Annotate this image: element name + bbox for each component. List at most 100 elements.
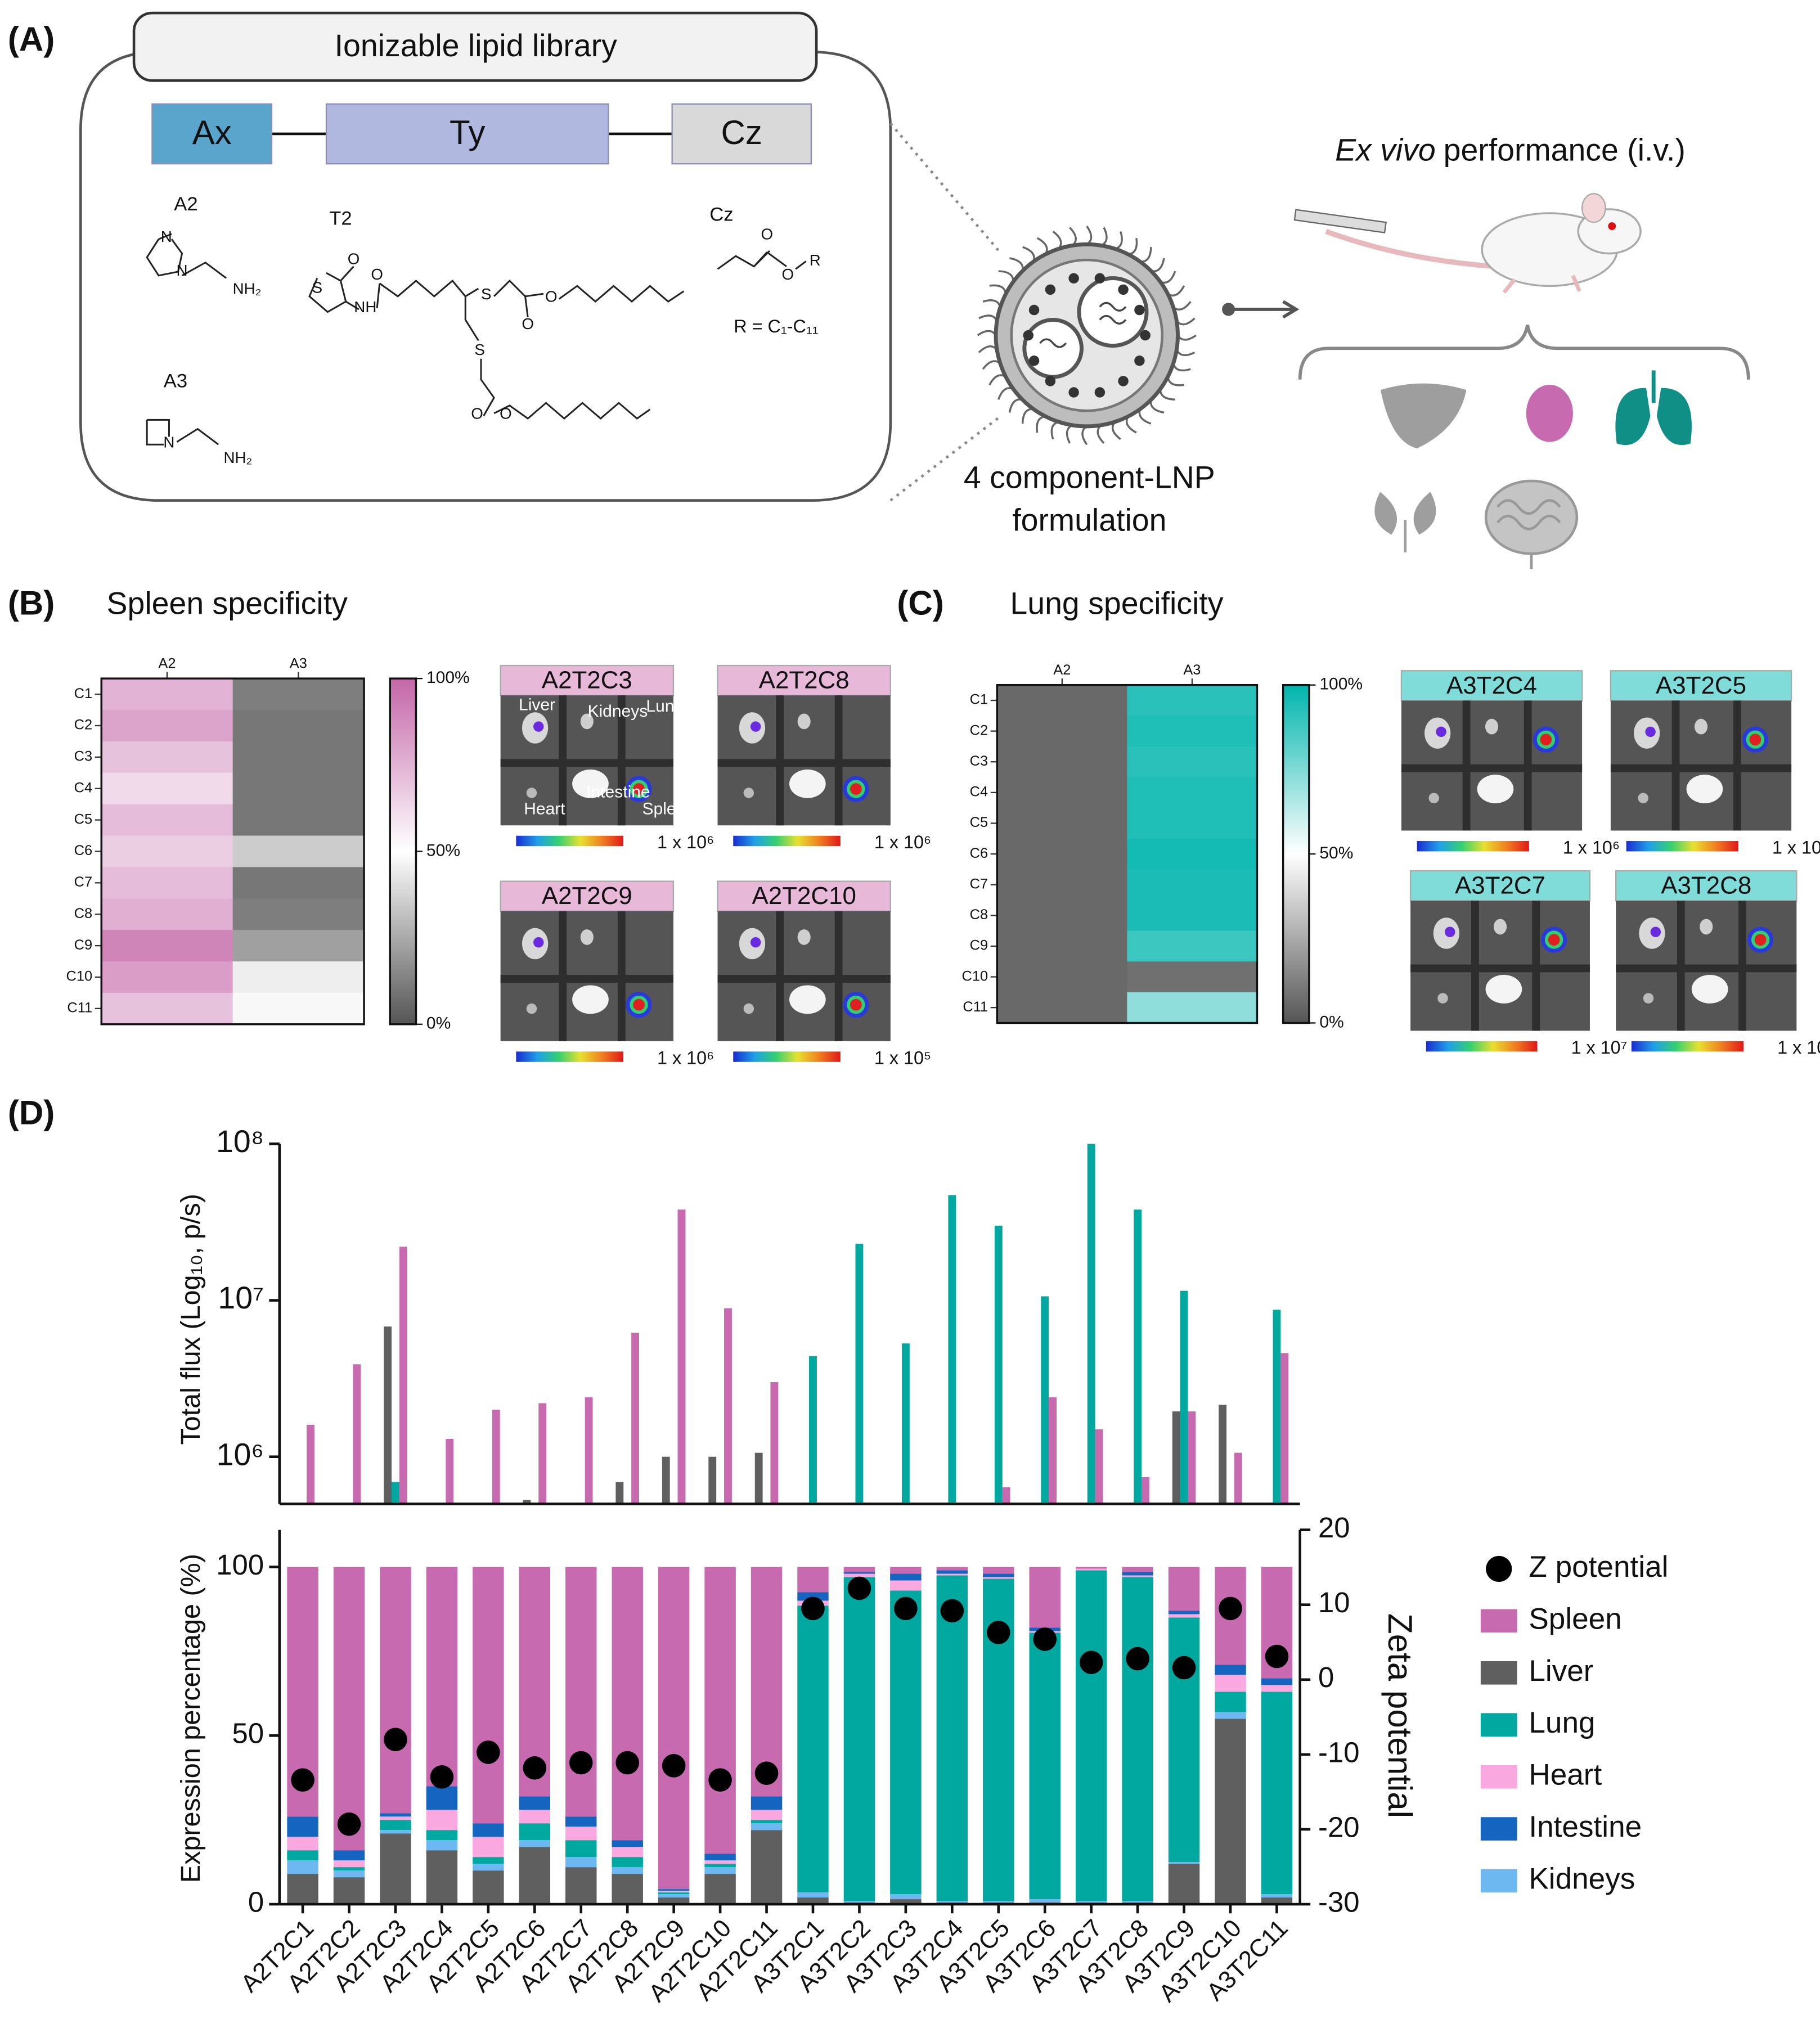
stack-segment: [612, 1847, 643, 1857]
lipid-head: [1134, 304, 1145, 316]
atom-label: NH: [354, 298, 376, 316]
lipid-head: [1045, 284, 1056, 295]
heatmap-cell: [1127, 685, 1258, 717]
mouse-eye: [1608, 222, 1616, 230]
row-label: C11: [963, 999, 988, 1015]
heatmap-cell: [232, 710, 365, 743]
performance-italic: Ex vivo: [1335, 132, 1436, 167]
stack-segment: [890, 1573, 922, 1581]
organ-image: [1428, 793, 1439, 803]
scale-label: 1 x 10⁶: [657, 1048, 714, 1068]
stack-segment: [1122, 1572, 1153, 1576]
peg-chain: [998, 270, 1014, 282]
organ-image: [580, 929, 594, 945]
stack-segment: [890, 1899, 922, 1905]
heatmap-cell: [1127, 869, 1258, 901]
lipid-head: [1068, 387, 1079, 398]
organ-label: Kidneys: [587, 702, 648, 721]
legend-swatch: [1480, 1869, 1517, 1893]
organ-label: Heart: [524, 799, 565, 818]
row-label: C5: [74, 811, 92, 827]
stack-segment: [519, 1840, 551, 1847]
stack-segment: [333, 1870, 365, 1878]
flux-bar: [724, 1308, 732, 1504]
y-tick-label: 50: [232, 1717, 264, 1749]
legend-label: Spleen: [1529, 1602, 1621, 1635]
peg-chain: [982, 360, 1001, 370]
stack-segment: [936, 1567, 968, 1571]
row-label: C2: [74, 717, 92, 733]
colorbar-label: 50%: [1319, 844, 1353, 862]
scale-label: 1 x 10⁶: [1777, 1037, 1820, 1058]
row-label: C4: [74, 780, 92, 795]
stack-segment: [426, 1840, 458, 1851]
organ-label: Spleen: [642, 799, 695, 818]
flux-bar: [1049, 1397, 1057, 1504]
panel-label: (C): [897, 584, 943, 622]
y-tick-label: 100: [216, 1549, 264, 1581]
zeta-point: [662, 1754, 686, 1778]
column-label: A2: [158, 655, 176, 671]
flux-bar: [1002, 1487, 1010, 1504]
chemical-bond: [146, 233, 227, 279]
organ-liver: [1380, 383, 1467, 449]
row-label: C6: [74, 843, 92, 858]
arrow: [1228, 300, 1300, 319]
library-header: [132, 11, 818, 82]
y-tick-label: 10⁶: [217, 1437, 264, 1472]
peg-chain: [1159, 389, 1175, 401]
row-label: C7: [970, 876, 988, 892]
stack-segment: [1075, 1570, 1107, 1901]
stack-segment: [658, 1897, 690, 1905]
signal-small: [533, 937, 544, 948]
heatmap-cell: [101, 772, 233, 805]
heatmap-cell: [232, 961, 365, 994]
column-label: A2: [1053, 662, 1071, 678]
organ-image: [743, 1003, 754, 1014]
stack-segment: [1122, 1901, 1153, 1903]
y2-tick-label: 10: [1318, 1586, 1350, 1618]
heatmap-cell: [997, 900, 1128, 932]
zeta-point: [847, 1576, 871, 1600]
signal-small: [750, 937, 761, 948]
heatmap-cell: [997, 685, 1128, 717]
heatmap-cell: [997, 838, 1128, 870]
organ-image: [789, 985, 826, 1014]
row-label: C4: [970, 784, 988, 800]
organ-image: [1493, 919, 1507, 935]
stack-segment: [1168, 1611, 1200, 1614]
chemical-bond: [717, 250, 807, 270]
flux-bar: [1134, 1209, 1142, 1504]
atom-label: S: [312, 278, 323, 296]
peg-chain: [988, 374, 1006, 386]
stack-segment: [1261, 1894, 1293, 1898]
y2-tick-label: 20: [1318, 1512, 1350, 1544]
stack-segment: [287, 1874, 318, 1905]
organ-image: [743, 788, 754, 798]
organ-image: [572, 769, 609, 798]
peg-chain: [1069, 227, 1077, 246]
peg-chain: [1086, 226, 1093, 245]
peg-chain: [1176, 317, 1196, 326]
heatmap-cell: [997, 746, 1128, 778]
lipid-head: [1118, 284, 1129, 295]
image-title-bar: [717, 880, 891, 912]
heatmap-cell: [232, 804, 365, 836]
image-title-bar: [500, 880, 675, 912]
heatmap-cell: [101, 741, 233, 773]
heatmap-cell: [997, 930, 1128, 962]
stack-segment: [890, 1580, 922, 1591]
stack-segment: [287, 1850, 318, 1861]
lipid-head: [1023, 330, 1034, 341]
peg-chain: [1138, 408, 1152, 425]
row-label: C6: [970, 845, 988, 861]
image-title: A2T2C9: [542, 882, 632, 910]
legend-marker: [1486, 1555, 1512, 1582]
peg-chain: [977, 330, 997, 336]
panel-label: (A): [8, 20, 55, 58]
image-grid: [1401, 700, 1583, 831]
stack-segment: [704, 1867, 736, 1874]
mouse-legs: [1502, 275, 1581, 294]
heatmap-cell: [997, 808, 1128, 839]
stack-segment: [983, 1573, 1014, 1577]
